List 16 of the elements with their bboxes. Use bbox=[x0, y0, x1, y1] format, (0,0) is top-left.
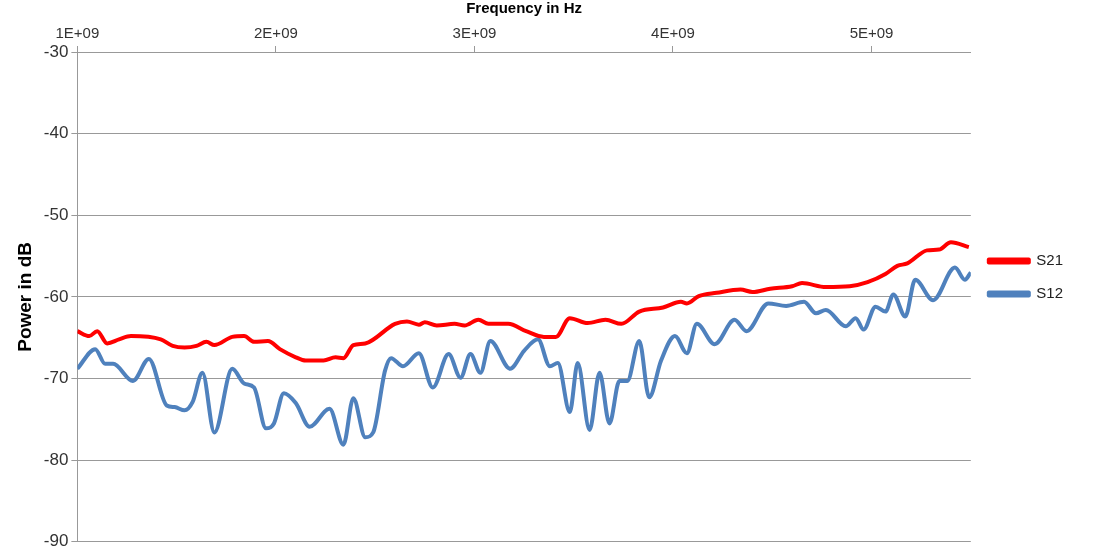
y-tick-label: -40 bbox=[43, 123, 69, 143]
y-tick-label: -90 bbox=[43, 531, 69, 551]
y-tick-label: -60 bbox=[43, 286, 69, 306]
x-axis-title: Frequency in Hz bbox=[466, 0, 583, 17]
x-tick-label: 3E+09 bbox=[452, 24, 497, 42]
y-tick-label: -50 bbox=[43, 204, 69, 224]
y-axis-title: Power in dB bbox=[13, 242, 35, 352]
x-tick-label: 5E+09 bbox=[849, 24, 894, 42]
x-tick-label: 1E+09 bbox=[55, 24, 100, 42]
legend-label: S12 bbox=[1036, 284, 1064, 302]
y-tick-label: -80 bbox=[43, 449, 69, 469]
x-tick-label: 2E+09 bbox=[254, 24, 298, 42]
x-tick-label: 4E+09 bbox=[651, 24, 695, 42]
y-tick-label: -30 bbox=[43, 41, 69, 61]
y-tick-label: -70 bbox=[43, 368, 69, 388]
legend-label: S21 bbox=[1036, 251, 1064, 269]
